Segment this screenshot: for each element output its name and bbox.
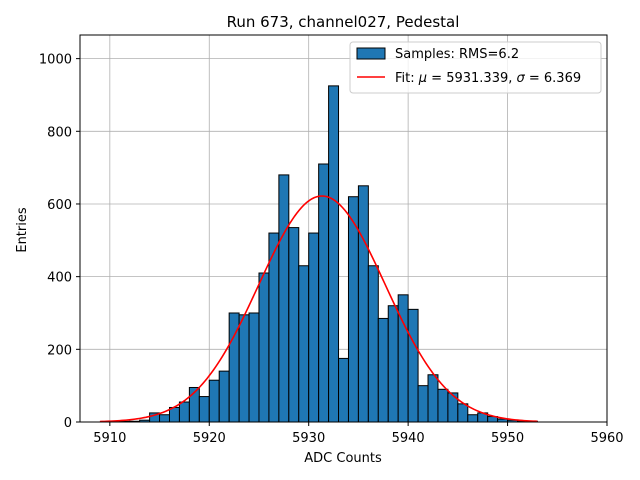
histogram-bar [367,265,379,423]
histogram-bar [198,396,210,423]
legend-box [349,41,602,94]
y-tick-label: 0 [64,416,72,431]
x-tick-label: 5910 [93,431,126,446]
histogram-bar [159,414,170,423]
histogram-bar [308,232,320,423]
histogram-bar [218,370,230,423]
histogram-bar [328,85,340,423]
histogram-bar [278,174,290,423]
fit-curve [99,195,538,423]
legend-bars-label: Samples: RMS=6.2 [395,47,519,62]
histogram-bar [387,305,399,423]
histogram-bar [178,401,190,423]
legend-fit-label: Fit: μ = 5931.339, σ = 6.369 [395,71,581,86]
histogram-bar [347,196,359,423]
histogram-bar [338,357,349,423]
histogram-bar [417,385,429,423]
x-tick-label: 5960 [590,431,623,446]
histogram-bar [208,379,220,423]
histogram-bar [238,314,250,423]
histogram-bar [258,272,270,423]
y-tick-label: 600 [47,198,72,213]
x-tick-label: 5930 [292,431,325,446]
plot-frame [79,34,608,423]
y-tick-label: 200 [47,343,72,358]
histogram-bar [457,403,469,423]
legend: Samples: RMS=6.2 Fit: μ = 5931.339, σ = … [349,41,602,94]
x-tick-label: 5940 [392,431,425,446]
histogram-bar [318,163,330,423]
histogram-bars [109,85,538,423]
histogram-bar [437,388,449,423]
x-axis-ticks: 5910 5920 5930 5940 5950 5960 [93,422,624,446]
histogram-bar [407,308,419,423]
histogram-bar [467,414,479,423]
x-tick-label: 5950 [491,431,524,446]
legend-bars-swatch [356,47,386,60]
y-tick-label: 800 [47,125,72,140]
x-tick-label: 5920 [193,431,226,446]
histogram-bar [288,227,300,423]
x-axis-label: ADC Counts [304,451,382,466]
y-tick-label: 400 [47,271,72,286]
y-axis-ticks: 0 200 400 600 800 1000 [39,53,80,431]
histogram-bar [248,312,260,423]
histogram-bar [377,317,389,423]
histogram-bar [357,185,369,423]
histogram-bar [427,374,439,423]
histogram-bar [298,265,310,423]
chart-title: Run 673, channel027, Pedestal [227,13,460,31]
y-tick-label: 1000 [39,53,72,68]
y-axis-label: Entries [15,207,30,253]
